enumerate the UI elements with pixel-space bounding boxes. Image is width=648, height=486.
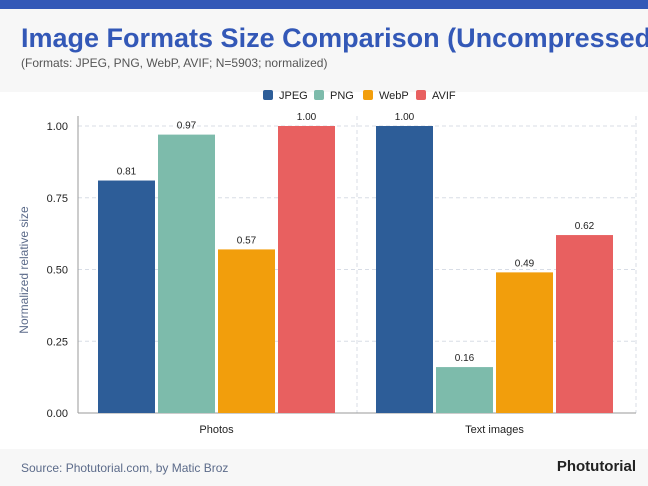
bar-webp <box>218 249 275 413</box>
bar-png <box>158 134 215 414</box>
legend-swatch-jpeg <box>263 90 273 100</box>
x-tick-label: Photos <box>199 424 234 436</box>
data-label: 0.49 <box>515 258 535 269</box>
data-label: 0.81 <box>117 167 137 178</box>
bar-jpeg <box>376 126 433 413</box>
legend-swatch-png <box>314 90 324 100</box>
chart-subtitle: (Formats: JPEG, PNG, WebP, AVIF; N=5903;… <box>21 56 328 70</box>
bar-webp <box>496 272 553 413</box>
legend-label: JPEG <box>279 90 308 102</box>
y-tick-label: 0.25 <box>47 336 68 348</box>
y-tick-label: 0.75 <box>47 193 68 205</box>
x-tick-label: Text images <box>465 424 524 436</box>
header: Image Formats Size Comparison (Uncompres… <box>0 9 648 92</box>
data-label: 0.57 <box>237 235 257 246</box>
legend-swatch-webp <box>363 90 373 100</box>
data-label: 0.97 <box>177 121 197 132</box>
footer: Source: Photutorial.com, by Matic Broz P… <box>0 449 648 486</box>
bar-jpeg <box>98 180 155 413</box>
brand-logo: Photutorial <box>556 458 636 475</box>
legend-label: WebP <box>379 90 409 102</box>
y-tick-label: 1.00 <box>47 121 68 133</box>
legend-label: PNG <box>330 90 354 102</box>
legend-label: AVIF <box>432 90 456 102</box>
bar-png <box>436 367 493 413</box>
chart-title: Image Formats Size Comparison (Uncompres… <box>21 23 648 53</box>
y-tick-label: 0.00 <box>47 408 68 420</box>
y-tick-label: 0.50 <box>47 265 68 277</box>
bar-avif <box>556 235 613 413</box>
bar-chart: 0.00 0.25 0.50 0.75 1.00 Normalized relative … <box>17 90 637 436</box>
bar-avif <box>278 126 335 413</box>
data-label: 1.00 <box>395 112 415 123</box>
source-text: Source: Photutorial.com, by Matic Broz <box>21 461 229 475</box>
legend-swatch-avif <box>416 90 426 100</box>
data-label: 0.62 <box>575 221 595 232</box>
data-label: 1.00 <box>297 112 317 123</box>
top-accent-bar <box>0 0 648 9</box>
y-axis-label: Normalized relative size <box>17 206 31 334</box>
data-label: 0.16 <box>455 353 475 364</box>
